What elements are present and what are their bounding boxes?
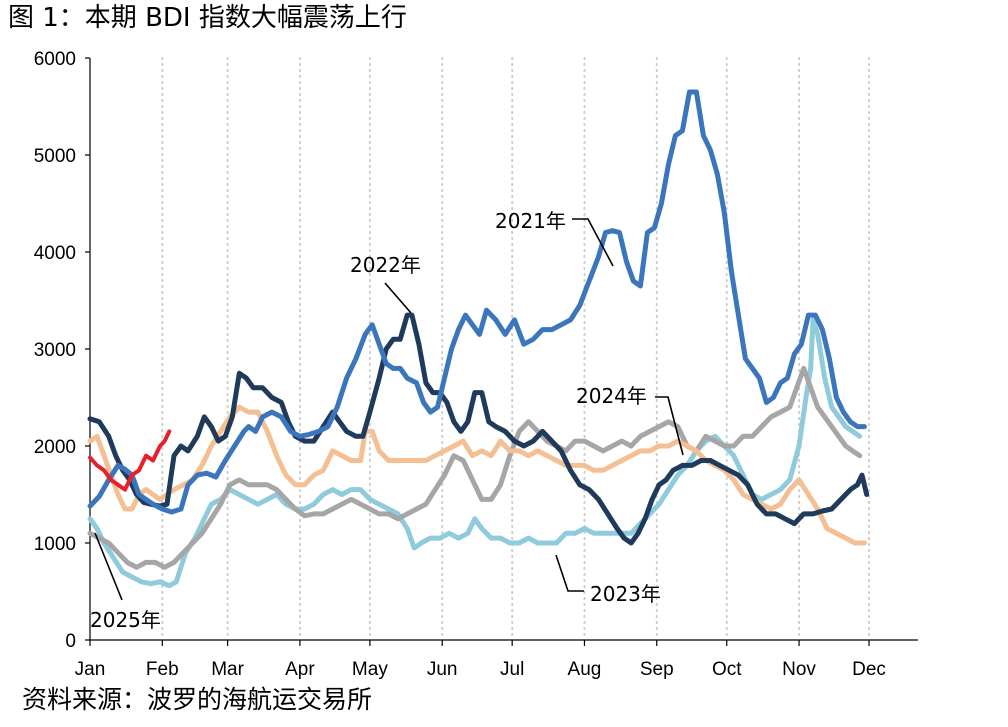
source-note: 资料来源：波罗的海航运交易所 bbox=[22, 685, 373, 714]
y-tick-label-3000: 3000 bbox=[34, 340, 76, 361]
y-tick-label-0: 0 bbox=[65, 631, 76, 652]
x-tick-label-jan: Jan bbox=[75, 659, 106, 680]
y-tick-label-5000: 5000 bbox=[34, 146, 76, 167]
x-tick-label-mar: Mar bbox=[211, 659, 244, 680]
series-line-2022 bbox=[87, 312, 870, 546]
annotation-label-2023: 2023年 bbox=[590, 582, 661, 606]
vertical-gridlines bbox=[161, 57, 871, 641]
x-tick-label-jun: Jun bbox=[427, 659, 458, 680]
series-annotations: 2021年 2022年 2024年 2023年 2025年 bbox=[90, 209, 684, 632]
annotation-leader-2022 bbox=[384, 282, 412, 314]
x-tick-label-jul: Jul bbox=[500, 659, 524, 680]
y-axis-ticks: 0 1000 2000 3000 4000 5000 6000 bbox=[34, 49, 90, 652]
x-tick-label-aug: Aug bbox=[568, 659, 602, 680]
annotation-label-2025: 2025年 bbox=[90, 608, 161, 632]
annotation-leader-2021 bbox=[572, 218, 614, 267]
chart-title: 图 1：本期 BDI 指数大幅震荡上行 bbox=[8, 3, 407, 33]
annotation-leader-2025 bbox=[94, 532, 123, 601]
series-lines bbox=[87, 89, 870, 589]
x-tick-label-sep: Sep bbox=[640, 659, 674, 680]
y-tick-label-1000: 1000 bbox=[34, 534, 76, 555]
annotation-label-2022: 2022年 bbox=[350, 253, 421, 277]
y-tick-label-4000: 4000 bbox=[34, 243, 76, 264]
x-tick-label-may: May bbox=[352, 659, 388, 680]
x-tick-label-nov: Nov bbox=[782, 659, 816, 680]
annotation-leader-2023 bbox=[555, 554, 584, 592]
x-tick-label-apr: Apr bbox=[285, 659, 315, 680]
annotation-label-2024: 2024年 bbox=[576, 384, 647, 408]
series-line-2026 bbox=[88, 429, 172, 492]
x-tick-label-feb: Feb bbox=[146, 659, 179, 680]
y-tick-label-2000: 2000 bbox=[34, 437, 76, 458]
x-tick-label-oct: Oct bbox=[712, 659, 742, 680]
x-axis-ticks: Jan Feb Mar Apr May Jun Jul Aug Sep Oct Nov Dec bbox=[75, 640, 886, 680]
x-tick-label-dec: Dec bbox=[852, 659, 886, 680]
series-line-2021 bbox=[87, 89, 867, 515]
annotation-label-2021: 2021年 bbox=[495, 209, 566, 233]
y-tick-label-6000: 6000 bbox=[34, 49, 76, 70]
annotation-leader-2024 bbox=[655, 396, 684, 456]
series-line-2024 bbox=[87, 365, 863, 570]
axes bbox=[89, 58, 918, 641]
